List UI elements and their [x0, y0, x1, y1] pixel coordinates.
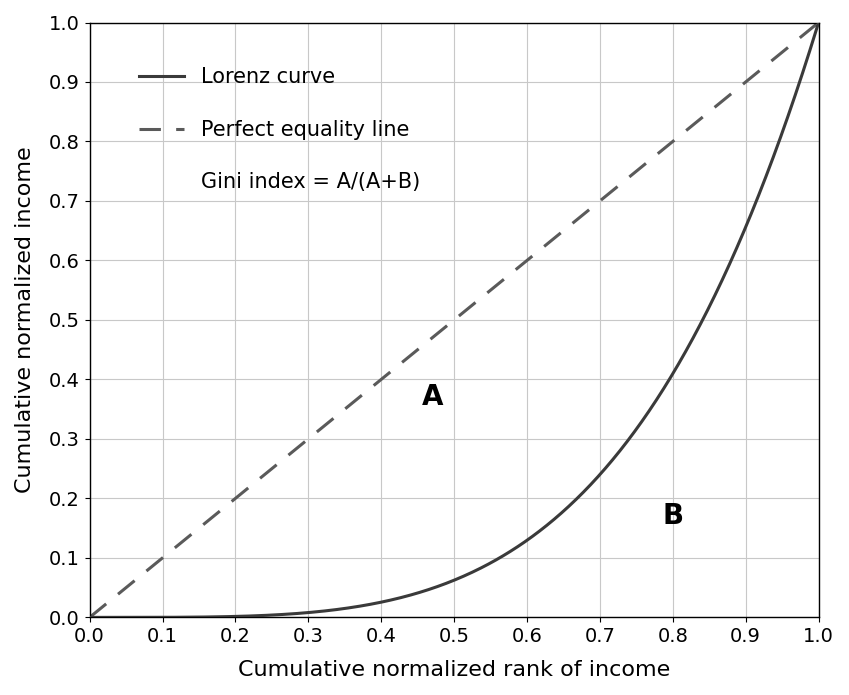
X-axis label: Cumulative normalized rank of income: Cumulative normalized rank of income	[238, 660, 670, 680]
Legend: Lorenz curve, , Perfect equality line, , Gini index = A/(A+B): Lorenz curve, , Perfect equality line, ,…	[122, 51, 437, 209]
Y-axis label: Cumulative normalized income: Cumulative normalized income	[15, 147, 35, 493]
Text: A: A	[421, 383, 443, 411]
Text: B: B	[662, 502, 683, 530]
